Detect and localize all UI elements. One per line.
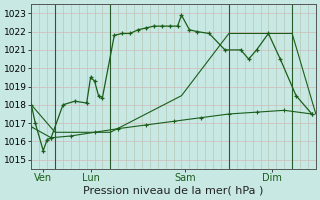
X-axis label: Pression niveau de la mer( hPa ): Pression niveau de la mer( hPa ) [84, 186, 264, 196]
